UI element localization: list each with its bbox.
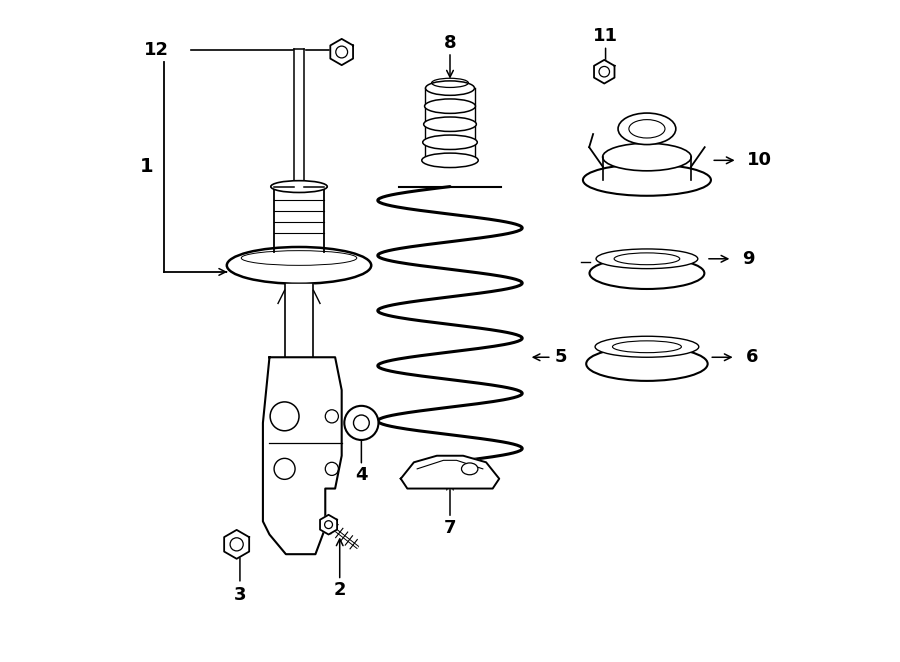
Ellipse shape	[227, 247, 371, 284]
Ellipse shape	[426, 81, 474, 95]
Ellipse shape	[603, 143, 691, 171]
Text: 4: 4	[356, 467, 367, 485]
Ellipse shape	[271, 181, 328, 193]
Text: 7: 7	[444, 519, 456, 537]
Ellipse shape	[618, 113, 676, 144]
Text: 5: 5	[555, 348, 568, 366]
Ellipse shape	[424, 117, 476, 132]
Polygon shape	[320, 515, 338, 534]
Ellipse shape	[596, 249, 698, 269]
Text: 1: 1	[140, 158, 154, 176]
Ellipse shape	[590, 258, 705, 289]
Ellipse shape	[425, 99, 475, 113]
Polygon shape	[400, 455, 500, 489]
Text: 8: 8	[444, 34, 456, 52]
Ellipse shape	[345, 406, 378, 440]
Ellipse shape	[595, 336, 698, 357]
Polygon shape	[263, 357, 342, 554]
Polygon shape	[224, 530, 249, 559]
Polygon shape	[594, 60, 615, 83]
Ellipse shape	[422, 153, 478, 167]
Ellipse shape	[583, 164, 711, 196]
Text: 10: 10	[747, 152, 771, 169]
Text: 6: 6	[745, 348, 758, 366]
Text: 12: 12	[144, 41, 169, 59]
Polygon shape	[330, 39, 353, 65]
Ellipse shape	[423, 135, 477, 150]
Ellipse shape	[462, 463, 478, 475]
Ellipse shape	[586, 347, 707, 381]
Text: 9: 9	[742, 250, 754, 268]
Text: 3: 3	[234, 586, 247, 604]
Text: 11: 11	[593, 26, 618, 44]
Text: 2: 2	[334, 581, 346, 599]
